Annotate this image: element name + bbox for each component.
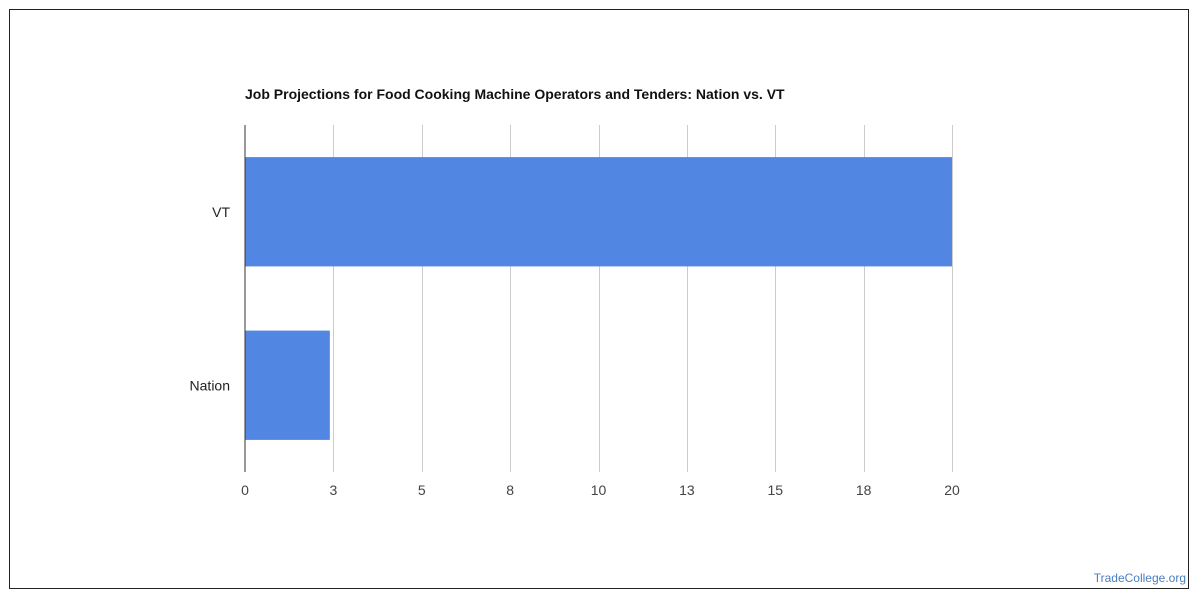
x-tick-label: 13 [679,482,695,498]
bar-vt[interactable] [245,157,952,267]
bars [245,157,952,440]
x-tick-label: 18 [856,482,872,498]
x-tick-label: 0 [241,482,249,498]
x-tick-label: 3 [329,482,337,498]
x-tick-label: 20 [944,482,960,498]
x-tick-label: 10 [591,482,607,498]
x-tick-label: 5 [418,482,426,498]
x-tick-labels: 0 3 5 8 10 13 15 18 20 [241,482,960,498]
bar-nation[interactable] [245,330,330,440]
category-label: VT [212,204,230,220]
tradecollege-link[interactable]: TradeCollege.org [1093,571,1186,585]
chart-title: Job Projections for Food Cooking Machine… [245,86,785,102]
category-labels: VT Nation [190,204,231,394]
x-tick-label: 8 [506,482,514,498]
x-tick-label: 15 [767,482,783,498]
category-label: Nation [190,377,230,393]
